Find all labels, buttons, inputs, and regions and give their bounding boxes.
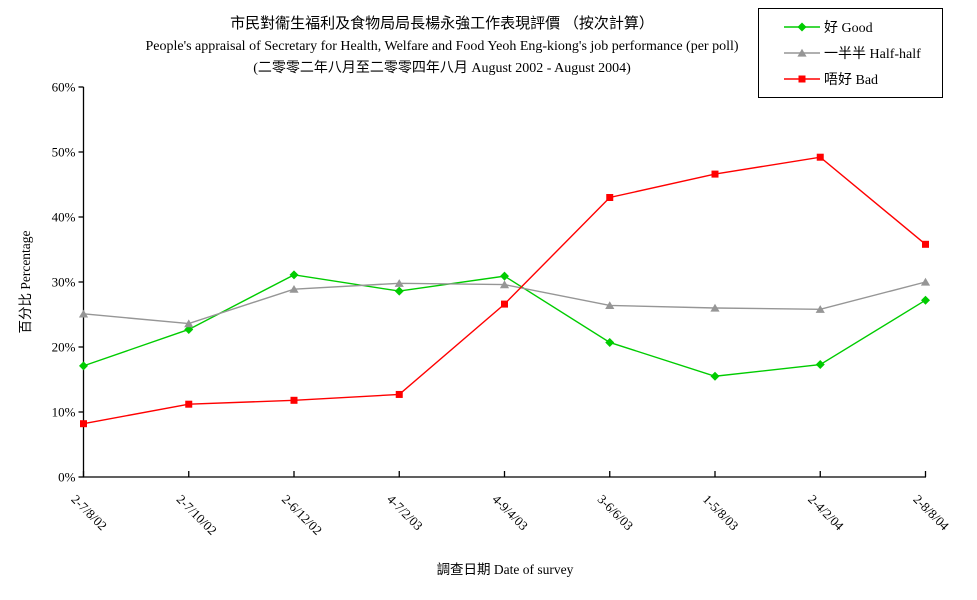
series-bad-marker: [501, 300, 508, 308]
legend-swatch-bad-square-icon: [784, 75, 820, 83]
series-good-marker: [289, 270, 299, 280]
series-good-marker: [394, 286, 404, 296]
series-half-half-marker: [815, 305, 825, 313]
legend-swatch-half-half-triangle-icon: [784, 48, 820, 57]
series-half-half-marker: [710, 303, 720, 312]
series-half-half-marker: [184, 319, 194, 328]
x-tick-label: 4-9/4/03: [489, 492, 531, 534]
series-good-marker: [710, 371, 720, 381]
chart-title-daterange: (二零零二年八月至二零零四年八月 August 2002 - August 20…: [253, 61, 631, 76]
y-tick-label: 40%: [52, 210, 76, 225]
series-half-half-marker: [605, 301, 615, 309]
x-tick-label: 2-7/10/02: [174, 492, 220, 538]
series-half-half-marker: [920, 277, 931, 286]
series-good-marker: [500, 271, 509, 281]
y-tick-label: 60%: [52, 80, 76, 95]
chart-title-en: People's appraisal of Secretary for Heal…: [145, 39, 739, 54]
x-tick-label: 4-7/2/03: [384, 492, 426, 534]
chart-title-zh: 市民對衞生福利及食物局局長楊永強工作表現評價 （按次計算）: [230, 16, 654, 32]
x-tick-label: 2-6/12/02: [279, 492, 325, 538]
legend-label-good: 好 Good: [824, 21, 873, 36]
series-bad-marker: [922, 240, 929, 248]
series-bad-marker: [185, 400, 193, 408]
legend-item-bad: 唔好 Bad: [783, 69, 938, 89]
legend-item-good: 好 Good: [783, 17, 938, 37]
x-tick-label: 1-5/8/03: [700, 492, 742, 534]
y-axis-title: 百分比 Percentage: [18, 230, 33, 333]
y-tick-label: 20%: [52, 340, 76, 355]
chart-title: 市民對衞生福利及食物局局長楊永強工作表現評價 （按次計算） People's a…: [0, 13, 884, 79]
series-bad-marker: [606, 194, 614, 201]
series-half-half-marker: [289, 284, 299, 293]
series-good-marker: [815, 360, 825, 370]
legend: 好 Good 一半半 Half-half 唔好 Bad: [758, 8, 943, 98]
legend-label-half-half: 一半半 Half-half: [824, 47, 921, 62]
series-good-line: [83, 274, 926, 377]
legend-marker-good: [797, 22, 807, 32]
legend-marker-bad: [798, 75, 806, 83]
series-good-marker: [79, 361, 88, 371]
y-tick-label: 0%: [58, 470, 76, 485]
legend-label-bad: 唔好 Bad: [824, 73, 879, 88]
series-half-half-marker: [78, 309, 89, 318]
series-half-half-marker: [499, 280, 510, 289]
series-good-marker: [921, 295, 930, 305]
x-tick-label: 2-8/8/04: [910, 492, 952, 534]
x-tick-label: 3-6/6/03: [595, 492, 637, 534]
legend-item-half-half: 一半半 Half-half: [783, 43, 938, 63]
x-tick-label: 2-4/2/04: [805, 492, 847, 534]
series-bad-line: [83, 156, 926, 425]
y-tick-label: 50%: [52, 145, 76, 160]
series-half-half-marker: [394, 279, 404, 287]
series-bad-marker: [80, 420, 87, 428]
y-tick-label: 30%: [52, 275, 76, 290]
x-tick-label: 2-7/8/02: [68, 492, 110, 534]
series-bad-marker: [711, 170, 719, 178]
legend-marker-half-half: [797, 48, 807, 57]
series-good-marker: [605, 337, 615, 347]
series-bad-marker: [816, 153, 824, 161]
y-tick-label: 10%: [52, 405, 76, 420]
series-bad-marker: [395, 390, 403, 398]
legend-swatch-good-diamond-icon: [784, 22, 820, 32]
x-axis-title: 調查日期 Date of survey: [437, 562, 574, 577]
series-bad-marker: [290, 396, 298, 404]
